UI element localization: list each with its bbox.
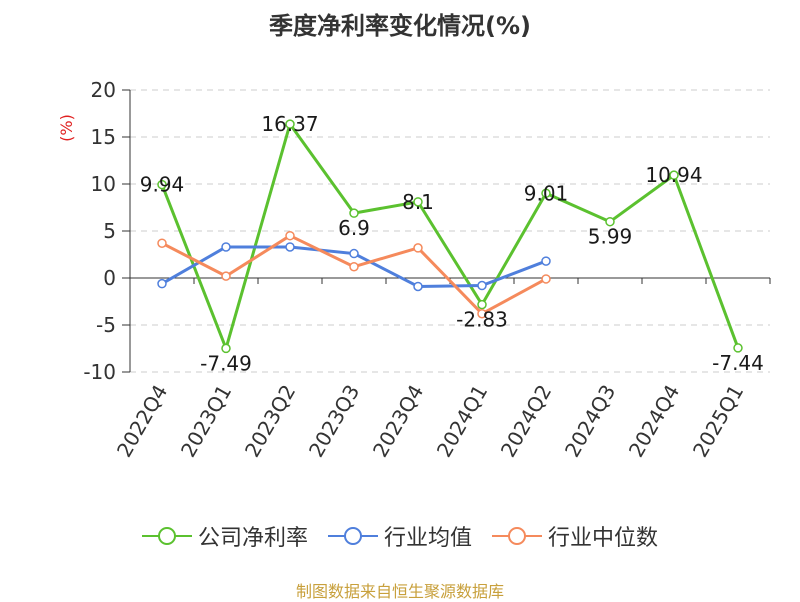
- series-point-0: [541, 188, 551, 199]
- series-line-2: [161, 234, 547, 316]
- series-point-1: [477, 280, 487, 291]
- data-label: 8.1: [402, 190, 434, 214]
- chart-title: 季度净利率变化情况(%): [269, 12, 531, 40]
- series-point-2: [285, 230, 295, 241]
- data-label: -7.44: [712, 351, 764, 375]
- data-label: 6.9: [338, 216, 370, 240]
- series-point-1: [157, 278, 167, 289]
- x-tick-label: 2025Q1: [688, 381, 748, 462]
- data-label: 16.37: [261, 112, 318, 136]
- y-tick-label: 0: [103, 266, 116, 290]
- y-axis-unit-label: (%): [57, 114, 76, 142]
- data-label: -7.49: [200, 351, 252, 375]
- x-tick-label: 2023Q2: [240, 381, 300, 462]
- series-point-2: [349, 261, 359, 272]
- series-point-0: [413, 197, 423, 207]
- legend-label-industry-avg: 行业均值: [383, 526, 472, 551]
- series-point-0: [669, 170, 679, 180]
- series-point-0: [157, 179, 167, 190]
- x-tick-label: 2024Q2: [496, 381, 556, 462]
- series-point-0: [733, 343, 743, 353]
- data-label: 9.01: [524, 181, 569, 205]
- series-point-1: [413, 281, 423, 292]
- series-point-1: [349, 248, 359, 259]
- series-point-2: [157, 238, 167, 248]
- data-label: -2.83: [456, 308, 508, 332]
- x-tick-label: 2023Q4: [368, 381, 428, 462]
- y-tick-label: -10: [83, 360, 116, 384]
- y-tick-label: 20: [91, 78, 116, 102]
- legend-item-industry-avg[interactable]: 行业均值: [327, 520, 472, 552]
- series-point-2: [541, 274, 551, 284]
- legend-label-company: 公司净利率: [197, 526, 308, 551]
- y-tick-label: 15: [91, 125, 116, 149]
- legend-item-industry-median[interactable]: 行业中位数: [492, 520, 658, 552]
- series-point-0: [285, 119, 295, 129]
- x-tick-label: 2022Q4: [112, 381, 172, 462]
- series-point-0: [349, 208, 359, 218]
- series-point-0: [605, 216, 615, 227]
- x-tick-label: 2024Q4: [624, 381, 684, 462]
- x-tick-label: 2023Q3: [304, 381, 364, 462]
- x-tick-label: 2024Q3: [560, 381, 620, 462]
- legend-item-company[interactable]: 公司净利率: [141, 520, 308, 552]
- series-point-0: [477, 299, 487, 310]
- x-tick-label: 2024Q1: [432, 381, 492, 462]
- series-point-2: [221, 271, 231, 281]
- y-tick-label: -5: [96, 313, 116, 337]
- series-point-1: [221, 242, 231, 252]
- series-line-0: [160, 122, 740, 350]
- legend-marker-industry-median-icon: [492, 527, 542, 545]
- legend-marker-industry-avg-icon: [327, 527, 378, 545]
- legend: 公司净利率 行业均值 行业中位数: [0, 520, 800, 552]
- grid-layer: [130, 89, 770, 373]
- data-label: 10.94: [645, 163, 702, 187]
- series-point-2: [413, 243, 423, 253]
- series-point-2: [477, 308, 487, 319]
- y-tick-label: 5: [103, 219, 116, 243]
- data-label: 5.99: [588, 225, 633, 249]
- data-source-note: 制图数据来自恒生聚源数据库: [295, 582, 504, 601]
- series-point-0: [221, 343, 231, 354]
- series-point-1: [285, 242, 295, 252]
- legend-label-industry-median: 行业中位数: [548, 526, 659, 551]
- data-label-layer: 9.94 -7.49 16.37 6.9 8.1 -2.83 9.01 5.99 10.94 -7…: [140, 112, 764, 375]
- series-point-1: [541, 256, 551, 266]
- data-label: 9.94: [140, 173, 185, 197]
- legend-marker-company-icon: [141, 527, 192, 545]
- series-layer: [157, 119, 743, 354]
- x-tick-label: 2023Q1: [176, 381, 236, 462]
- y-tick-label: 10: [91, 172, 116, 196]
